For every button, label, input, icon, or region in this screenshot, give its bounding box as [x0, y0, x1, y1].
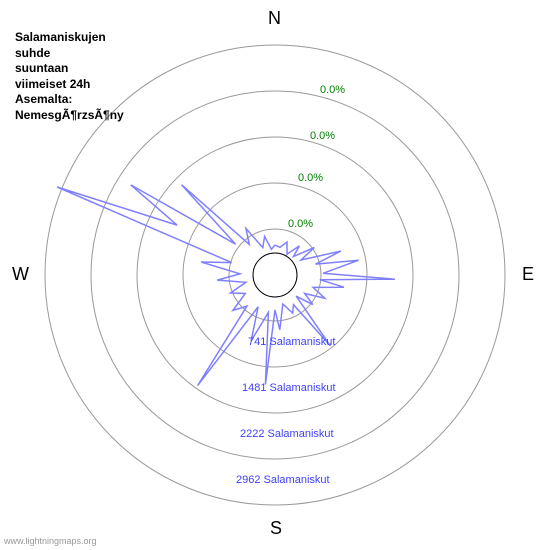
compass-east: E [522, 264, 534, 285]
percent-label: 0.0% [298, 172, 323, 184]
compass-west: W [12, 264, 29, 285]
percent-label: 0.0% [288, 218, 313, 230]
percent-label: 0.0% [310, 130, 335, 142]
ring-label: 741 Salamaniskut [248, 336, 335, 348]
percent-label: 0.0% [320, 84, 345, 96]
ring-label: 2962 Salamaniskut [236, 474, 330, 486]
ring-label: 2222 Salamaniskut [240, 428, 334, 440]
compass-north: N [268, 8, 281, 29]
compass-south: S [270, 518, 282, 539]
polar-chart-container: Salamaniskujen suhde suuntaan viimeiset … [0, 0, 550, 550]
ring-label: 1481 Salamaniskut [242, 382, 336, 394]
chart-title: Salamaniskujen suhde suuntaan viimeiset … [15, 30, 124, 124]
footer-attribution: www.lightningmaps.org [4, 536, 97, 546]
